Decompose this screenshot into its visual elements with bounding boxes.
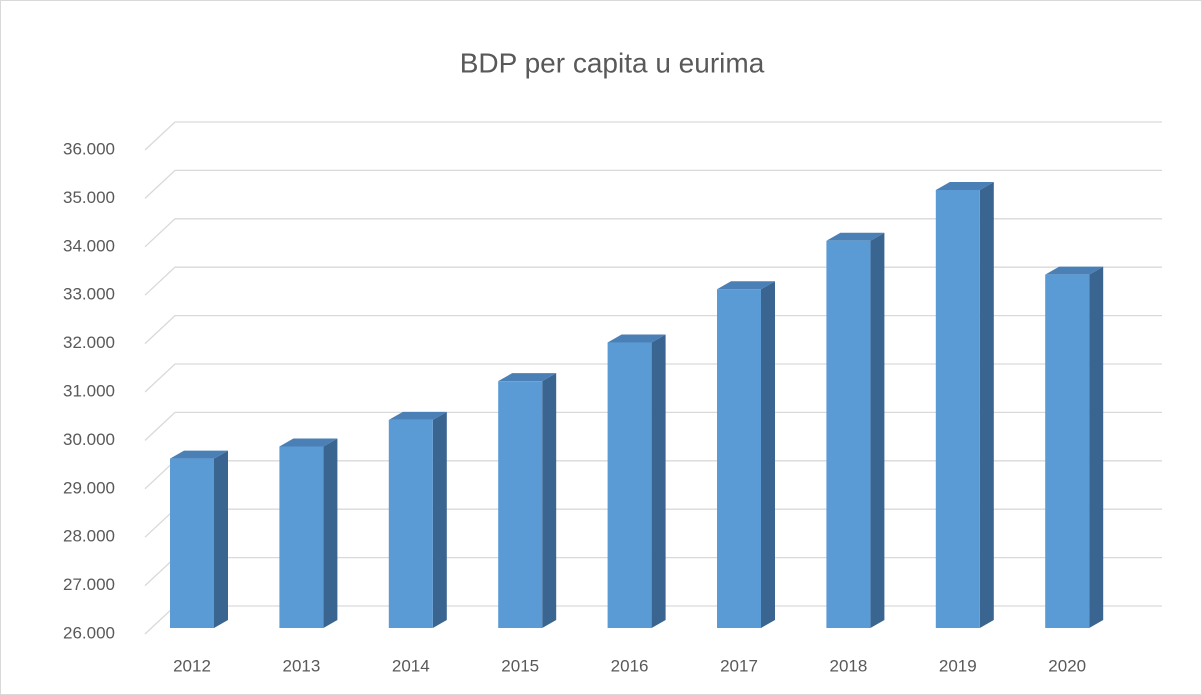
x-tick-label: 2012 — [173, 656, 211, 675]
bar-top — [607, 334, 666, 343]
bar-side — [651, 334, 666, 628]
y-tick-label: 26.000 — [63, 623, 115, 642]
grid-line — [144, 218, 1162, 248]
bar-side — [432, 411, 447, 628]
bar — [717, 289, 761, 628]
bar-side — [323, 438, 338, 628]
y-tick-label: 29.000 — [63, 478, 115, 497]
y-tick-label: 32.000 — [63, 333, 115, 352]
x-tick-label: 2013 — [282, 656, 320, 675]
x-tick-label: 2017 — [720, 656, 758, 675]
y-tick-label: 35.000 — [63, 188, 115, 207]
bar — [1045, 274, 1090, 628]
bar-side — [1089, 266, 1104, 628]
grid-line — [144, 169, 1162, 199]
y-tick-label: 28.000 — [63, 527, 115, 546]
x-tick-label: 2016 — [611, 656, 649, 675]
bar — [279, 446, 324, 628]
x-tick-label: 2014 — [392, 656, 430, 675]
chart-title: BDP per capita u eurima — [460, 47, 765, 78]
bar — [170, 458, 214, 628]
bar-top — [388, 411, 447, 420]
bar — [826, 240, 871, 629]
bar-top — [935, 181, 994, 190]
x-tick-label: 2020 — [1048, 656, 1086, 675]
y-tick-label: 31.000 — [63, 381, 115, 400]
x-tick-label: 2018 — [829, 656, 867, 675]
bar-side — [761, 281, 775, 628]
bar-top — [279, 438, 338, 447]
y-tick-label: 34.000 — [63, 236, 115, 255]
bar-top — [1045, 266, 1104, 275]
bar — [607, 342, 652, 628]
y-tick-label: 36.000 — [63, 139, 115, 158]
x-tick-label: 2019 — [939, 656, 977, 675]
y-tick-label: 30.000 — [63, 430, 115, 449]
bar-side — [979, 181, 994, 629]
x-tick-label: 2015 — [501, 656, 539, 675]
bar-top — [826, 232, 885, 241]
grid-line — [144, 121, 1162, 151]
bar-top — [717, 281, 775, 290]
bar — [935, 189, 980, 629]
bar-top — [498, 373, 557, 382]
bar — [388, 419, 433, 628]
y-tick-label: 33.000 — [63, 285, 115, 304]
bar — [498, 381, 543, 628]
bar-side — [214, 450, 228, 628]
bar-side — [870, 232, 885, 629]
bar-top — [170, 450, 228, 459]
y-tick-label: 27.000 — [63, 575, 115, 594]
bar-side — [542, 373, 557, 628]
